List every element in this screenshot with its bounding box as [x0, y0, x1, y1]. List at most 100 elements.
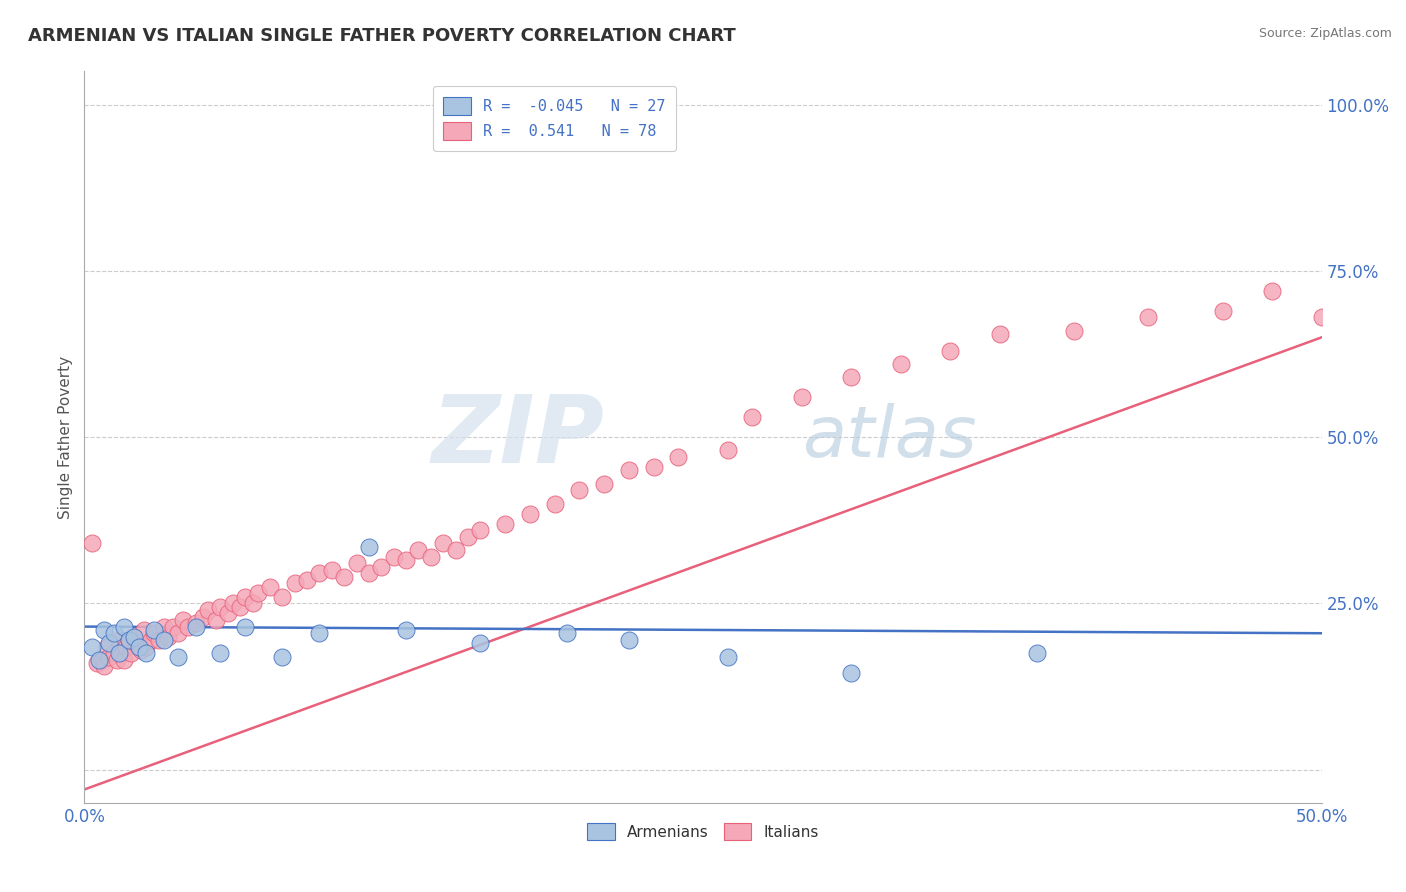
Point	[841, 666, 863, 681]
Point	[120, 646, 142, 660]
Point	[105, 653, 128, 667]
Text: ARMENIAN VS ITALIAN SINGLE FATHER POVERTY CORRELATION CHART: ARMENIAN VS ITALIAN SINGLE FATHER POVERT…	[28, 27, 735, 45]
Point	[191, 609, 214, 624]
Point	[1026, 646, 1049, 660]
Point	[939, 343, 962, 358]
Point	[152, 632, 174, 647]
Point	[141, 632, 163, 647]
Point	[222, 596, 245, 610]
Point	[444, 543, 467, 558]
Point	[246, 586, 269, 600]
Point	[408, 543, 430, 558]
Point	[108, 632, 131, 647]
Point	[103, 646, 125, 660]
Point	[184, 616, 207, 631]
Point	[242, 596, 264, 610]
Point	[555, 626, 578, 640]
Point	[108, 646, 131, 660]
Point	[717, 649, 740, 664]
Point	[152, 619, 174, 633]
Point	[229, 599, 252, 614]
Point	[370, 559, 392, 574]
Point	[432, 536, 454, 550]
Point	[115, 640, 138, 654]
Point	[80, 640, 103, 654]
Point	[1212, 303, 1234, 318]
Point	[217, 607, 239, 621]
Point	[128, 640, 150, 654]
Point	[790, 390, 813, 404]
Point	[148, 632, 170, 647]
Text: atlas: atlas	[801, 402, 977, 472]
Point	[321, 563, 343, 577]
Point	[93, 623, 115, 637]
Point	[132, 623, 155, 637]
Point	[357, 566, 380, 581]
Point	[271, 649, 294, 664]
Point	[457, 530, 479, 544]
Point	[1310, 310, 1333, 325]
Point	[543, 497, 565, 511]
Point	[209, 646, 232, 660]
Point	[128, 640, 150, 654]
Point	[382, 549, 405, 564]
Point	[122, 630, 145, 644]
Point	[96, 640, 118, 654]
Point	[666, 450, 689, 464]
Point	[233, 619, 256, 633]
Point	[295, 573, 318, 587]
Point	[1063, 324, 1085, 338]
Point	[841, 370, 863, 384]
Point	[184, 619, 207, 633]
Point	[177, 619, 200, 633]
Point	[172, 613, 194, 627]
Point	[470, 636, 492, 650]
Point	[519, 507, 541, 521]
Point	[125, 636, 148, 650]
Point	[717, 443, 740, 458]
Point	[284, 576, 307, 591]
Point	[135, 646, 157, 660]
Point	[333, 570, 356, 584]
Point	[741, 410, 763, 425]
Point	[89, 653, 111, 667]
Point	[157, 630, 180, 644]
Point	[209, 599, 232, 614]
Point	[122, 630, 145, 644]
Point	[90, 653, 112, 667]
Text: ZIP: ZIP	[432, 391, 605, 483]
Point	[419, 549, 441, 564]
Point	[112, 653, 135, 667]
Text: Source: ZipAtlas.com: Source: ZipAtlas.com	[1258, 27, 1392, 40]
Point	[118, 632, 141, 647]
Point	[197, 603, 219, 617]
Point	[593, 476, 616, 491]
Point	[142, 623, 165, 637]
Point	[167, 626, 190, 640]
Point	[494, 516, 516, 531]
Point	[1261, 284, 1284, 298]
Point	[162, 619, 184, 633]
Legend: Armenians, Italians: Armenians, Italians	[581, 816, 825, 847]
Point	[271, 590, 294, 604]
Point	[233, 590, 256, 604]
Point	[395, 623, 418, 637]
Point	[118, 632, 141, 647]
Point	[110, 646, 132, 660]
Point	[308, 626, 330, 640]
Point	[395, 553, 418, 567]
Point	[98, 649, 121, 664]
Point	[93, 659, 115, 673]
Point	[112, 619, 135, 633]
Point	[890, 357, 912, 371]
Point	[308, 566, 330, 581]
Point	[135, 640, 157, 654]
Point	[204, 613, 226, 627]
Point	[129, 643, 152, 657]
Point	[346, 557, 368, 571]
Y-axis label: Single Father Poverty: Single Father Poverty	[58, 356, 73, 518]
Point	[103, 626, 125, 640]
Point	[617, 632, 640, 647]
Point	[98, 636, 121, 650]
Point	[988, 326, 1011, 341]
